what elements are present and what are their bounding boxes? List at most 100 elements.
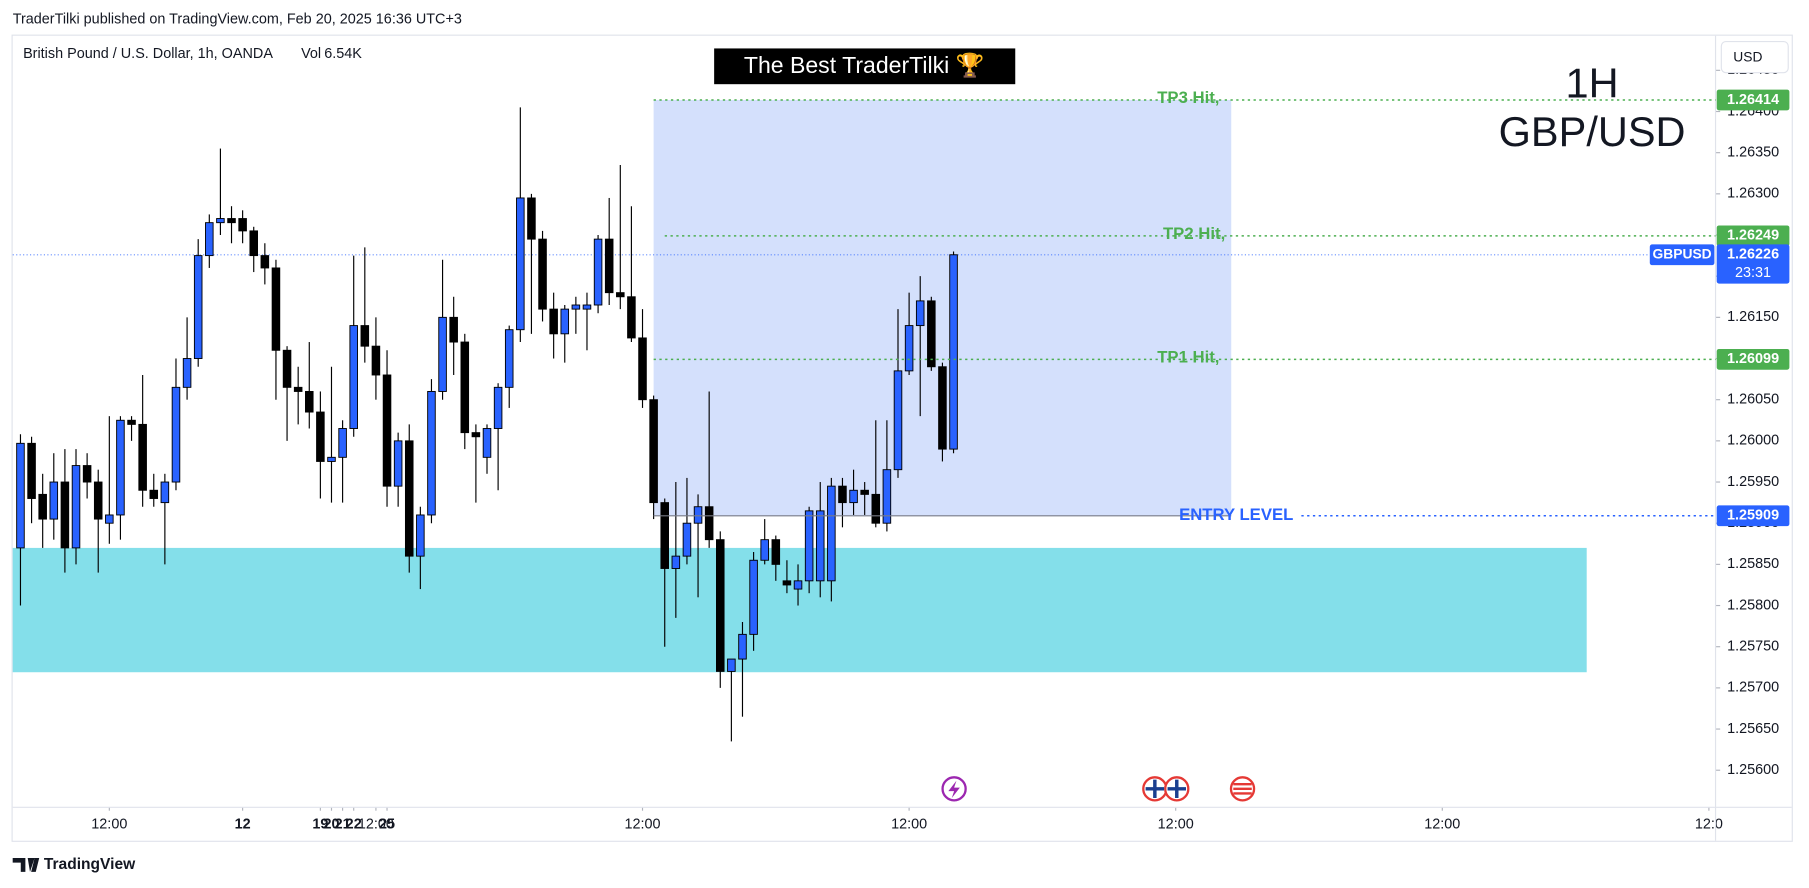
y-tick-label: 1.25850	[1727, 556, 1779, 572]
candle-body	[49, 481, 59, 520]
flag-glyph	[1233, 783, 1252, 795]
candle-body	[82, 465, 92, 483]
brand-name: TradingView	[44, 856, 136, 873]
candle-body	[271, 267, 281, 351]
candle-body	[871, 493, 881, 524]
currency-button-text[interactable]: USD	[1733, 48, 1762, 64]
candle-body	[327, 456, 336, 462]
x-tick-label: 12:00	[1424, 816, 1460, 832]
candle-body	[760, 539, 769, 561]
x-tick-label: 12:00	[624, 816, 660, 832]
level-label: TP3 Hit,	[1157, 88, 1219, 107]
candle-body	[704, 506, 714, 541]
x-tick-label: 12:0	[1695, 816, 1723, 832]
candle-body	[238, 218, 247, 232]
candle-body	[716, 539, 725, 672]
y-tick-label: 1.26050	[1727, 392, 1779, 408]
x-tick-label: 12	[235, 816, 251, 832]
plot-area: 1.25600 1.25650 1.25700 1.25750 1.25800 1.258…	[12, 35, 1792, 841]
price-badge	[1716, 505, 1790, 527]
candle-body	[527, 197, 536, 240]
candle-body	[949, 254, 958, 450]
candle-body	[516, 197, 525, 331]
candle-body	[282, 349, 292, 388]
publish-header: TraderTilki published on TradingView.com…	[13, 11, 462, 27]
currency-button-box[interactable]	[1720, 40, 1789, 74]
candle-body	[149, 489, 159, 499]
level-label: TP2 Hit,	[1163, 224, 1225, 243]
candle-body	[93, 481, 103, 520]
candle-body	[249, 230, 259, 257]
candle-body	[593, 238, 603, 306]
symbol-tag-label: GBPUSD	[1653, 245, 1712, 261]
candle-body	[793, 580, 803, 590]
candle-body	[627, 296, 636, 339]
level-label: ENTRY LEVEL	[1179, 505, 1293, 524]
candle-body	[393, 440, 403, 487]
flag-glyph	[1145, 779, 1187, 799]
candle-body	[260, 255, 270, 269]
price-badge-label: 1.26414	[1727, 92, 1779, 108]
candle-body	[915, 300, 925, 327]
candle-body	[671, 555, 681, 569]
x-tick-label: 19	[312, 816, 328, 832]
candle-body	[316, 411, 325, 462]
price-badge-label: 1.25909	[1727, 508, 1779, 524]
candle-body	[938, 366, 947, 450]
price-badge	[1716, 225, 1790, 247]
event-icons	[941, 776, 1256, 802]
candle-body	[749, 559, 758, 635]
candle-body	[727, 658, 736, 672]
candle-body	[738, 633, 747, 660]
candle-body	[427, 390, 436, 516]
x-tick-label: 12:00	[91, 816, 127, 832]
price-badge	[1716, 348, 1790, 370]
candle-body	[482, 428, 492, 458]
candle-body	[649, 399, 658, 504]
x-tick-label: 22	[346, 816, 362, 832]
candle-body	[16, 442, 25, 549]
demand-zone	[12, 547, 1587, 673]
candle-body	[682, 522, 692, 557]
x-tick-label: 25	[379, 816, 395, 832]
chart-title: The Best TraderTilki 🏆	[744, 52, 985, 79]
timeframe-label: 1H	[1566, 59, 1619, 106]
y-tick-label: 1.25700	[1727, 680, 1779, 696]
candle-body	[193, 255, 203, 359]
candle-body	[893, 370, 903, 471]
candle-body	[815, 510, 825, 582]
candle-body	[371, 345, 381, 376]
candle-body	[460, 341, 470, 434]
candle-body	[227, 218, 236, 224]
candle-body	[38, 493, 47, 520]
y-tick-label: 1.25950	[1727, 474, 1779, 490]
candle-body	[838, 485, 847, 504]
candle-body	[205, 222, 214, 257]
brand-logo	[12, 858, 40, 872]
candle-body	[438, 316, 447, 392]
currency-button[interactable]: USD	[1720, 40, 1789, 74]
y-tick-label: 1.26300	[1727, 186, 1779, 202]
x-tick-label: 21	[335, 816, 351, 832]
candle-body	[804, 510, 814, 582]
candle-body	[293, 386, 303, 392]
candle-body	[471, 432, 481, 438]
volume-label: Vol	[301, 46, 321, 62]
candle-body	[504, 329, 514, 388]
candle-body	[860, 489, 869, 495]
y-tick-label: 1.26000	[1727, 433, 1779, 449]
y-tick-label: 1.25600	[1727, 762, 1779, 778]
candle-body	[27, 442, 36, 499]
event-icon-glyph	[948, 780, 960, 799]
candle-body	[171, 386, 181, 483]
candle-body	[693, 506, 703, 524]
candle-body	[616, 292, 625, 298]
candle-body	[349, 325, 358, 429]
symbol-info: British Pound / U.S. Dollar, 1h, OANDA	[23, 46, 273, 62]
candle-body	[549, 308, 558, 335]
title-box	[714, 48, 1016, 85]
y-tick-label: 1.25800	[1727, 597, 1779, 613]
candle-body	[560, 308, 570, 335]
candle-body	[382, 374, 392, 487]
candle-body	[182, 358, 192, 388]
